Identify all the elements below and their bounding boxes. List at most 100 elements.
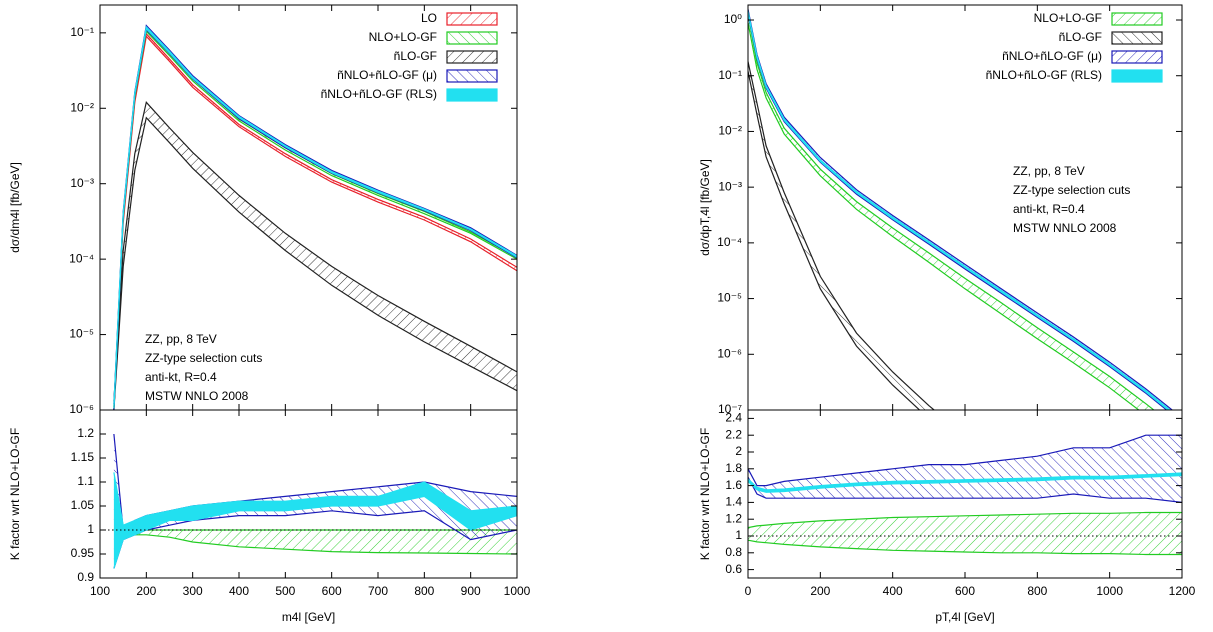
band-upper-edge xyxy=(748,511,1182,529)
band-fill xyxy=(113,530,517,554)
x-axis-label: pT,4l [GeV] xyxy=(935,610,994,624)
y-tick-label: 10⁻¹ xyxy=(70,25,94,39)
y-tick-label: 1.6 xyxy=(725,478,742,492)
legend-swatch xyxy=(446,88,498,102)
y-tick-label: 10⁻⁵ xyxy=(69,327,94,341)
x-tick-label: 800 xyxy=(1027,584,1047,598)
y-tick-label: 2 xyxy=(735,444,742,458)
band-lower-edge xyxy=(113,116,517,410)
band-upper-edge xyxy=(748,9,1174,410)
legend-swatch xyxy=(446,12,498,26)
y-tick-label: 10⁻⁷ xyxy=(718,402,742,416)
y-tick-label: 0.6 xyxy=(725,562,742,576)
x-tick-label: 200 xyxy=(136,584,156,598)
axes-frame xyxy=(747,4,1183,411)
y-tick-label: 10⁻⁶ xyxy=(717,346,742,360)
y-tick-label: 0.8 xyxy=(725,545,742,559)
y-tick-label: 10⁻⁶ xyxy=(69,402,94,416)
y-tick-label: 1 xyxy=(87,522,94,536)
legend-swatch xyxy=(446,50,498,64)
y-tick-label: 10⁻² xyxy=(70,100,94,114)
y-axis-label: dσ/dm4l [fb/GeV] xyxy=(8,162,22,253)
legend-label: ñLO-GF xyxy=(1059,30,1102,44)
legend-swatch xyxy=(1111,50,1163,64)
band-lower-edge xyxy=(748,476,1182,503)
band-lower-edge xyxy=(748,539,1182,556)
plot-area xyxy=(748,434,1182,556)
band-fill xyxy=(748,512,1182,555)
y-tick-label: 10⁰ xyxy=(724,12,742,26)
x-tick-label: 400 xyxy=(883,584,903,598)
annotation: ZZ-type selection cuts xyxy=(145,351,262,365)
annotation: anti-kt, R=0.4 xyxy=(145,370,217,384)
band-fill xyxy=(748,473,1182,493)
legend-swatch xyxy=(1111,69,1163,83)
y-tick-label: 10⁻³ xyxy=(70,176,94,190)
band-upper-edge xyxy=(748,434,1182,487)
band-fill xyxy=(113,472,517,569)
annotation: ZZ-type selection cuts xyxy=(1013,183,1130,197)
y-tick-label: 1.15 xyxy=(71,450,95,464)
y-tick-label: 1.05 xyxy=(71,498,95,512)
annotation: MSTW NNLO 2008 xyxy=(145,389,249,403)
x-tick-label: 1200 xyxy=(1169,584,1196,598)
band-lower-edge xyxy=(748,71,921,410)
band-lower-edge xyxy=(748,474,1182,493)
y-axis-label: dσ/dpT,4l [fb/GeV] xyxy=(698,159,712,256)
band-upper-edge xyxy=(748,13,1155,410)
x-tick-label: 700 xyxy=(368,584,388,598)
y-tick-label: 1 xyxy=(735,528,742,542)
x-tick-label: 600 xyxy=(322,584,342,598)
x-tick-label: 0 xyxy=(745,584,752,598)
legend-swatch xyxy=(446,31,498,45)
x-tick-label: 1000 xyxy=(504,584,531,598)
y-tick-label: 1.1 xyxy=(77,474,94,488)
x-tick-label: 400 xyxy=(229,584,249,598)
legend-label: ñNLO+ñLO-GF (RLS) xyxy=(986,68,1102,82)
legend-label: NLO+LO-GF xyxy=(1034,11,1102,25)
y-tick-label: 2.4 xyxy=(725,411,742,425)
legend-label: NLO+LO-GF xyxy=(369,30,437,44)
annotation: ZZ, pp, 8 TeV xyxy=(145,332,217,346)
legend-swatch xyxy=(1111,12,1163,26)
legend-label: ñLO-GF xyxy=(394,49,437,63)
annotation: ZZ, pp, 8 TeV xyxy=(1013,164,1085,178)
y-tick-label: 1.2 xyxy=(77,426,94,440)
y-tick-label: 10⁻⁴ xyxy=(69,251,94,265)
y-tick-label: 1.4 xyxy=(725,495,742,509)
x-tick-label: 900 xyxy=(461,584,481,598)
band-lower-edge xyxy=(748,22,1140,410)
plot-area xyxy=(113,24,517,410)
band-upper-edge xyxy=(748,10,1171,410)
x-tick-label: 1000 xyxy=(1096,584,1123,598)
legend-label: ñNLO+ñLO-GF (μ) xyxy=(1002,49,1102,63)
x-tick-label: 300 xyxy=(183,584,203,598)
legend-label: ñNLO+ñLO-GF (RLS) xyxy=(321,87,437,101)
x-tick-label: 800 xyxy=(414,584,434,598)
y-tick-label: 1.8 xyxy=(725,461,742,475)
band-upper-edge xyxy=(113,101,517,402)
y-tick-label: 10⁻⁵ xyxy=(717,291,742,305)
y-tick-label: 2.2 xyxy=(725,427,742,441)
x-tick-label: 500 xyxy=(275,584,295,598)
annotation: MSTW NNLO 2008 xyxy=(1013,221,1117,235)
legend-swatch xyxy=(1111,31,1163,45)
x-tick-label: 200 xyxy=(810,584,830,598)
band-upper-edge xyxy=(748,61,936,410)
x-tick-label: 600 xyxy=(955,584,975,598)
y-tick-label: 10⁻³ xyxy=(718,179,742,193)
y-axis-label: K factor wrt NLO+LO-GF xyxy=(698,428,712,560)
y-tick-label: 0.9 xyxy=(77,570,94,584)
band-lower-edge xyxy=(748,12,1170,410)
y-axis-label: K factor wrt NLO+LO-GF xyxy=(8,428,22,560)
axes-frame xyxy=(99,409,518,579)
plot-area xyxy=(748,9,1174,410)
y-tick-label: 0.95 xyxy=(71,546,95,560)
band-fill xyxy=(113,102,517,410)
y-tick-label: 10⁻² xyxy=(718,124,742,138)
band-upper-edge xyxy=(113,472,517,527)
y-tick-label: 1.2 xyxy=(725,511,742,525)
plot-area xyxy=(100,433,517,569)
